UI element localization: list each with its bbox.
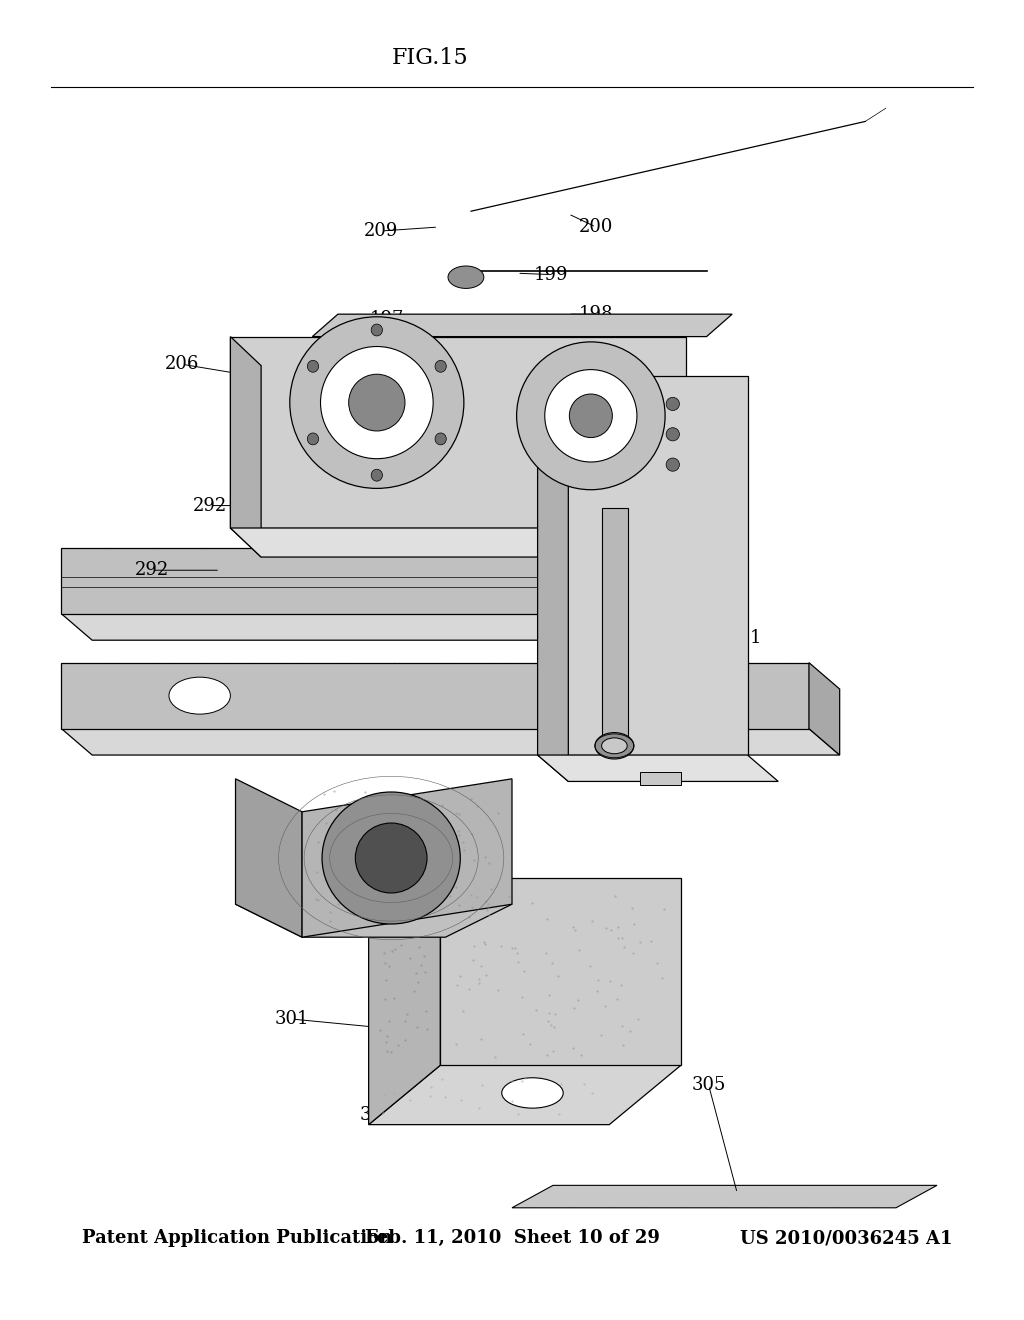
Polygon shape	[809, 663, 840, 755]
Ellipse shape	[569, 393, 612, 437]
Ellipse shape	[601, 738, 627, 754]
Polygon shape	[538, 376, 748, 755]
Polygon shape	[640, 772, 681, 785]
Text: 302: 302	[359, 1106, 394, 1125]
Polygon shape	[302, 779, 512, 937]
Ellipse shape	[545, 370, 637, 462]
Text: US 2010/0036245 A1: US 2010/0036245 A1	[739, 1229, 952, 1247]
Polygon shape	[61, 548, 717, 614]
Polygon shape	[369, 878, 440, 1125]
Ellipse shape	[667, 397, 680, 411]
Text: FIG.14: FIG.14	[392, 799, 468, 820]
Polygon shape	[312, 314, 732, 337]
Text: FIG.15: FIG.15	[392, 48, 468, 69]
Ellipse shape	[449, 267, 484, 289]
Text: 304: 304	[643, 917, 678, 936]
Polygon shape	[602, 508, 628, 746]
Polygon shape	[236, 871, 512, 937]
Ellipse shape	[321, 346, 433, 459]
Polygon shape	[512, 1185, 937, 1208]
Ellipse shape	[595, 733, 634, 759]
Text: 191: 191	[728, 628, 763, 647]
Text: 292: 292	[134, 561, 169, 579]
Text: 303: 303	[237, 851, 271, 870]
Ellipse shape	[348, 375, 406, 430]
Ellipse shape	[667, 458, 680, 471]
Text: Patent Application Publication: Patent Application Publication	[82, 1229, 392, 1247]
Polygon shape	[538, 376, 568, 781]
Text: 305: 305	[691, 1076, 726, 1094]
Ellipse shape	[435, 433, 446, 445]
Text: 200: 200	[579, 218, 613, 236]
Ellipse shape	[516, 342, 666, 490]
Ellipse shape	[322, 792, 461, 924]
Text: Feb. 11, 2010  Sheet 10 of 29: Feb. 11, 2010 Sheet 10 of 29	[365, 1229, 659, 1247]
Text: 183: 183	[548, 726, 583, 744]
Text: 199: 199	[534, 265, 568, 284]
Polygon shape	[230, 528, 717, 557]
Ellipse shape	[371, 470, 383, 482]
Text: 292: 292	[193, 496, 227, 515]
Ellipse shape	[502, 1077, 563, 1109]
Text: 70: 70	[700, 440, 723, 458]
Polygon shape	[61, 614, 748, 640]
Ellipse shape	[667, 428, 680, 441]
Ellipse shape	[307, 433, 318, 445]
Polygon shape	[61, 663, 809, 729]
Text: 197: 197	[370, 310, 404, 329]
Polygon shape	[230, 337, 686, 528]
Text: 209: 209	[364, 222, 398, 240]
Polygon shape	[717, 548, 748, 640]
Polygon shape	[230, 337, 261, 557]
Polygon shape	[61, 729, 840, 755]
Text: 198: 198	[579, 305, 613, 323]
Ellipse shape	[290, 317, 464, 488]
Ellipse shape	[371, 323, 383, 337]
Polygon shape	[440, 878, 681, 1065]
Text: 210: 210	[558, 688, 593, 706]
Text: 206: 206	[165, 355, 200, 374]
Polygon shape	[236, 779, 302, 937]
Polygon shape	[369, 1065, 681, 1125]
Polygon shape	[538, 755, 778, 781]
Ellipse shape	[355, 824, 427, 894]
Text: 194: 194	[259, 496, 294, 515]
Text: 301: 301	[274, 1010, 309, 1028]
Text: 203: 203	[697, 470, 732, 488]
Ellipse shape	[169, 677, 230, 714]
Ellipse shape	[307, 360, 318, 372]
Ellipse shape	[435, 360, 446, 372]
